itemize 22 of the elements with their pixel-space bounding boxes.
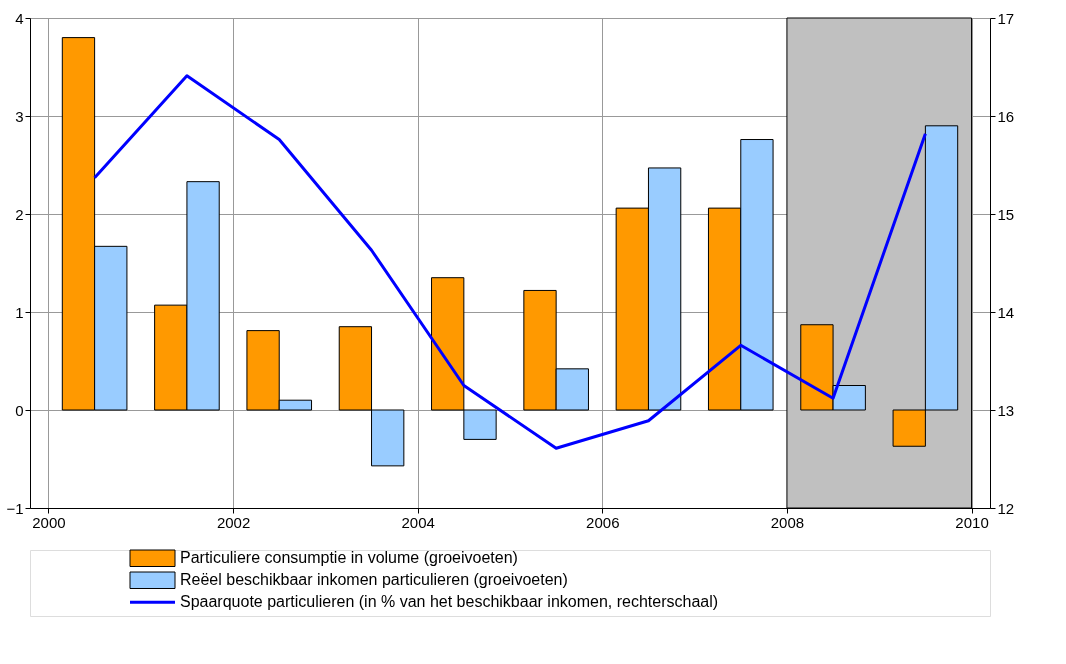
y2-tick-label: 12 bbox=[997, 499, 1015, 517]
legend-label: Spaarquote particulieren (in % van het beschikbaar inkomen, rechterschaal) bbox=[180, 593, 719, 611]
y2-tick-label: 14 bbox=[997, 303, 1015, 321]
y-tick-label: 1 bbox=[15, 303, 24, 321]
y2-tick-label: 16 bbox=[997, 107, 1015, 125]
x-tick-label: 2004 bbox=[401, 513, 435, 531]
x-tick-label: 2008 bbox=[770, 513, 805, 531]
x-tick-label: 2006 bbox=[586, 513, 620, 531]
x-tick-label: 2000 bbox=[32, 513, 66, 531]
line-series bbox=[93, 74, 927, 450]
y2-tick-label: 15 bbox=[997, 205, 1015, 223]
y-tick-label: 3 bbox=[15, 107, 24, 125]
y2-tick-label: 13 bbox=[997, 401, 1015, 419]
y-tick-label: −1 bbox=[6, 499, 24, 517]
y-tick-label: 4 bbox=[15, 9, 24, 27]
x-tick-label: 2002 bbox=[216, 513, 251, 531]
x-tick-label: 2010 bbox=[955, 513, 989, 531]
legend-label: Particuliere consumptie in volume (groeivoeten) bbox=[180, 549, 518, 567]
y-tick-label: 2 bbox=[15, 205, 24, 223]
legend-label: Reëel beschikbaar inkomen particulieren (groeivoeten) bbox=[180, 571, 568, 589]
y-tick-label: 0 bbox=[15, 401, 24, 419]
y2-tick-label: 17 bbox=[997, 9, 1015, 27]
